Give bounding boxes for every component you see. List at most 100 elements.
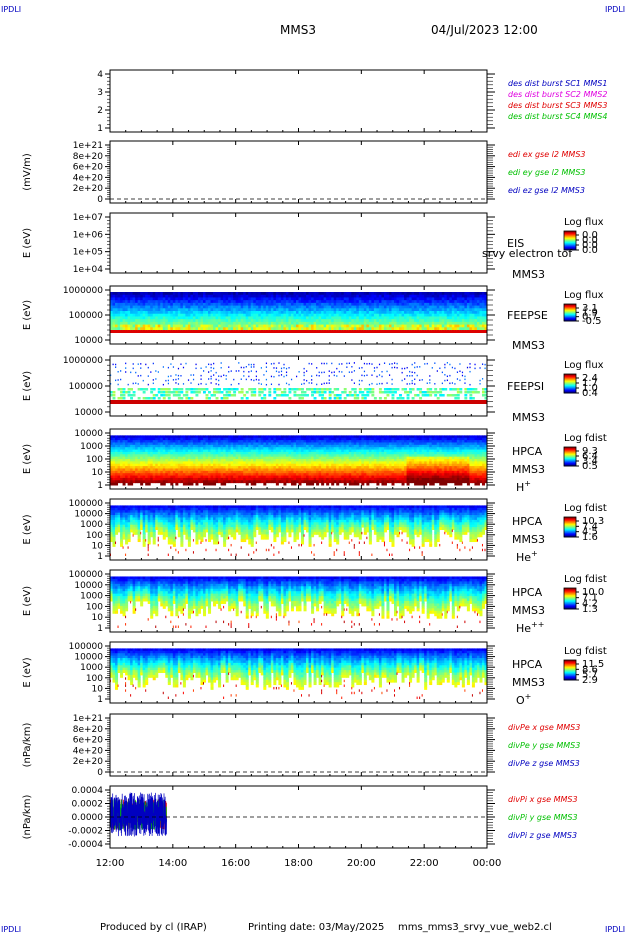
spectrogram-cell bbox=[157, 454, 161, 458]
spectrogram-cell bbox=[190, 382, 192, 384]
spectrogram-cell bbox=[391, 394, 395, 397]
spectrogram-cell bbox=[285, 302, 289, 307]
spectrogram-cell bbox=[474, 300, 478, 304]
spectrogram-cell bbox=[235, 388, 239, 391]
spectrogram-cell bbox=[160, 311, 164, 315]
spectrogram-cell bbox=[401, 292, 405, 296]
spectrogram-cell bbox=[275, 475, 279, 479]
spectrogram-cell bbox=[182, 313, 186, 317]
spectrogram-cell bbox=[469, 316, 473, 320]
spectrogram-cell bbox=[243, 477, 247, 481]
spectrogram-cell bbox=[245, 437, 249, 441]
spectrogram-cell bbox=[187, 311, 191, 315]
spectrogram-cell bbox=[187, 435, 191, 439]
spectrogram-cell bbox=[449, 394, 453, 397]
spectrogram-cell bbox=[195, 311, 199, 315]
spectrogram-cell bbox=[162, 470, 166, 474]
spectrogram-cell bbox=[293, 321, 297, 326]
spectrogram-cell bbox=[378, 321, 382, 326]
spectrogram-cell bbox=[182, 482, 186, 486]
spectrogram-cell bbox=[336, 442, 340, 446]
spectrogram-cell bbox=[250, 480, 254, 484]
spectrogram-cell bbox=[213, 313, 217, 317]
spectrogram-cell bbox=[208, 308, 212, 312]
spectrogram-cell bbox=[338, 363, 340, 365]
spectrogram-cell bbox=[258, 444, 262, 448]
spectrogram-cell bbox=[323, 302, 327, 307]
spectrogram-cell bbox=[341, 321, 345, 326]
spectrogram-cell bbox=[250, 319, 254, 323]
spectrogram-cell bbox=[371, 308, 375, 312]
spectrogram-cell bbox=[268, 305, 272, 309]
spectrogram-cell bbox=[240, 391, 244, 394]
spectrogram-cell bbox=[248, 480, 252, 484]
spectrogram-cell bbox=[290, 327, 294, 331]
spectrogram-cell bbox=[145, 454, 149, 458]
spectrogram-cell bbox=[333, 463, 337, 467]
spectrogram-cell bbox=[223, 321, 227, 326]
spectrogram-cell bbox=[318, 330, 322, 333]
spectrogram-cell bbox=[235, 466, 239, 469]
spectrogram-cell bbox=[424, 400, 428, 404]
spectrogram-cell bbox=[152, 305, 156, 309]
spectrogram-cell bbox=[218, 383, 220, 386]
spectrogram-cell bbox=[115, 435, 119, 439]
spectrogram-cell bbox=[263, 327, 267, 331]
spectrogram-cell bbox=[140, 400, 144, 404]
spectrogram-cell bbox=[110, 451, 114, 455]
spectrogram-cell bbox=[130, 447, 134, 451]
spectrogram-cell bbox=[285, 449, 289, 453]
spectrogram-cell bbox=[228, 370, 230, 373]
spectrogram-cell bbox=[187, 454, 191, 458]
spectrogram-cell bbox=[245, 444, 249, 448]
spectrogram-cell bbox=[328, 477, 332, 481]
spectrogram-cell bbox=[446, 294, 450, 298]
spectrogram-cell bbox=[313, 313, 317, 317]
spectrogram-cell bbox=[376, 305, 380, 309]
spectrogram-cell bbox=[157, 475, 161, 479]
spectrogram-cell bbox=[120, 470, 124, 474]
spectrogram-cell bbox=[135, 437, 139, 441]
spectrogram-cell bbox=[197, 454, 201, 458]
spectrogram-cell bbox=[351, 330, 355, 333]
spectrogram-cell bbox=[351, 388, 355, 391]
spectrogram-cell bbox=[306, 321, 310, 326]
spectrogram-cell bbox=[431, 292, 435, 296]
spectrogram-cell bbox=[341, 435, 345, 439]
spectrogram-cell bbox=[331, 477, 335, 481]
spectrogram-cell bbox=[140, 447, 144, 451]
spectrogram-cell bbox=[177, 468, 181, 472]
spectrogram-cell bbox=[401, 294, 405, 298]
spectrogram-cell bbox=[155, 442, 159, 446]
spectrogram-cell bbox=[436, 391, 440, 394]
spectrogram-cell bbox=[273, 447, 277, 451]
spectrogram-cell bbox=[210, 449, 214, 453]
spectrogram-cell bbox=[356, 292, 360, 296]
spectrogram-cell bbox=[293, 400, 297, 404]
spectrogram-cell bbox=[278, 456, 282, 460]
spectrogram-cell bbox=[459, 300, 463, 304]
spectrogram-cell bbox=[356, 297, 360, 301]
spectrogram-cell bbox=[419, 391, 423, 394]
spectrogram-cell bbox=[311, 470, 315, 474]
spectrogram-cell bbox=[341, 391, 345, 394]
spectrogram-cell bbox=[343, 440, 347, 443]
spectrogram-cell bbox=[351, 321, 355, 326]
spectrogram-cell bbox=[268, 321, 272, 326]
spectrogram-cell bbox=[270, 375, 273, 378]
spectrogram-cell bbox=[414, 324, 418, 328]
spectrogram-cell bbox=[333, 480, 337, 484]
spectrogram-cell bbox=[459, 319, 463, 323]
spectrogram-cell bbox=[431, 311, 435, 315]
spectrogram-cell bbox=[235, 330, 239, 333]
spectrogram-cell bbox=[471, 316, 475, 320]
spectrogram-cell bbox=[394, 300, 398, 304]
spectrogram-cell bbox=[190, 324, 194, 328]
spectrogram-cell bbox=[190, 292, 194, 296]
spectrogram-cell bbox=[260, 468, 264, 472]
spectrogram-cell bbox=[270, 313, 274, 317]
spectrogram-cell bbox=[333, 437, 337, 441]
spectrogram-cell bbox=[185, 435, 189, 439]
spectrogram-cell bbox=[451, 316, 455, 320]
spectrogram-cell bbox=[250, 363, 252, 366]
